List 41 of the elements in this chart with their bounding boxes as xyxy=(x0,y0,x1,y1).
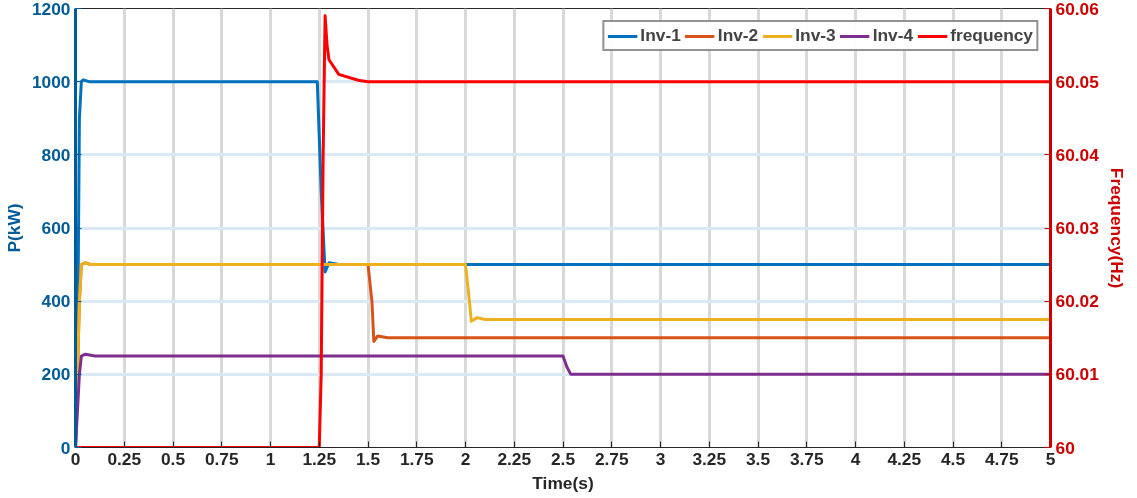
x-tick-label: 2.25 xyxy=(497,448,532,469)
x-tick-label: 1.75 xyxy=(399,448,434,469)
x-tick-label: 0.25 xyxy=(107,448,142,469)
y-axis-title: P(kW) xyxy=(3,203,24,253)
x-tick-label: 5 xyxy=(1045,448,1056,469)
y2-tick-label: 60 xyxy=(1055,437,1075,458)
y-tick-label: 1200 xyxy=(31,0,71,19)
x-tick-label: 4 xyxy=(850,448,861,469)
legend-label: frequency xyxy=(950,25,1033,46)
y-tick-label: 1000 xyxy=(31,71,71,92)
y-tick-label: 200 xyxy=(41,364,71,385)
y-tick-label: 800 xyxy=(41,144,71,165)
x-tick-label: 1 xyxy=(265,448,276,469)
y2-tick-label: 60.04 xyxy=(1055,144,1100,165)
y2-tick-label: 60.01 xyxy=(1055,364,1100,385)
y2-axis-title: Frequency(Hz) xyxy=(1106,167,1127,289)
x-tick-label: 4.25 xyxy=(887,448,922,469)
legend-label: Inv-2 xyxy=(717,25,759,46)
x-tick-label: 2.5 xyxy=(550,448,576,469)
x-tick-label: 1.25 xyxy=(302,448,337,469)
x-tick-label: 0.75 xyxy=(204,448,239,469)
x-tick-label: 3.25 xyxy=(692,448,727,469)
y2-tick-label: 60.05 xyxy=(1055,71,1100,92)
legend-label: Inv-3 xyxy=(795,25,836,46)
y2-tick-label: 60.02 xyxy=(1055,291,1099,312)
y-tick-label: 600 xyxy=(41,218,71,238)
x-tick-label: 4.5 xyxy=(940,448,966,469)
legend-label: Inv-1 xyxy=(640,25,681,46)
x-tick-label: 2.75 xyxy=(594,448,629,469)
x-tick-label: 3 xyxy=(655,448,666,469)
x-tick-label: 1.5 xyxy=(355,448,381,469)
legend-label: Inv-4 xyxy=(872,25,914,46)
x-tick-label: 3.5 xyxy=(745,448,771,469)
y2-tick-label: 60.06 xyxy=(1055,0,1100,19)
x-tick-label: 0.5 xyxy=(160,448,186,469)
x-tick-label: 3.75 xyxy=(789,448,824,469)
x-tick-label: 2 xyxy=(460,448,471,469)
y-tick-label: 400 xyxy=(41,291,71,312)
x-axis-title: Time(s) xyxy=(532,472,594,493)
x-tick-label: 4.75 xyxy=(984,448,1019,469)
y2-tick-label: 60.03 xyxy=(1055,218,1100,238)
